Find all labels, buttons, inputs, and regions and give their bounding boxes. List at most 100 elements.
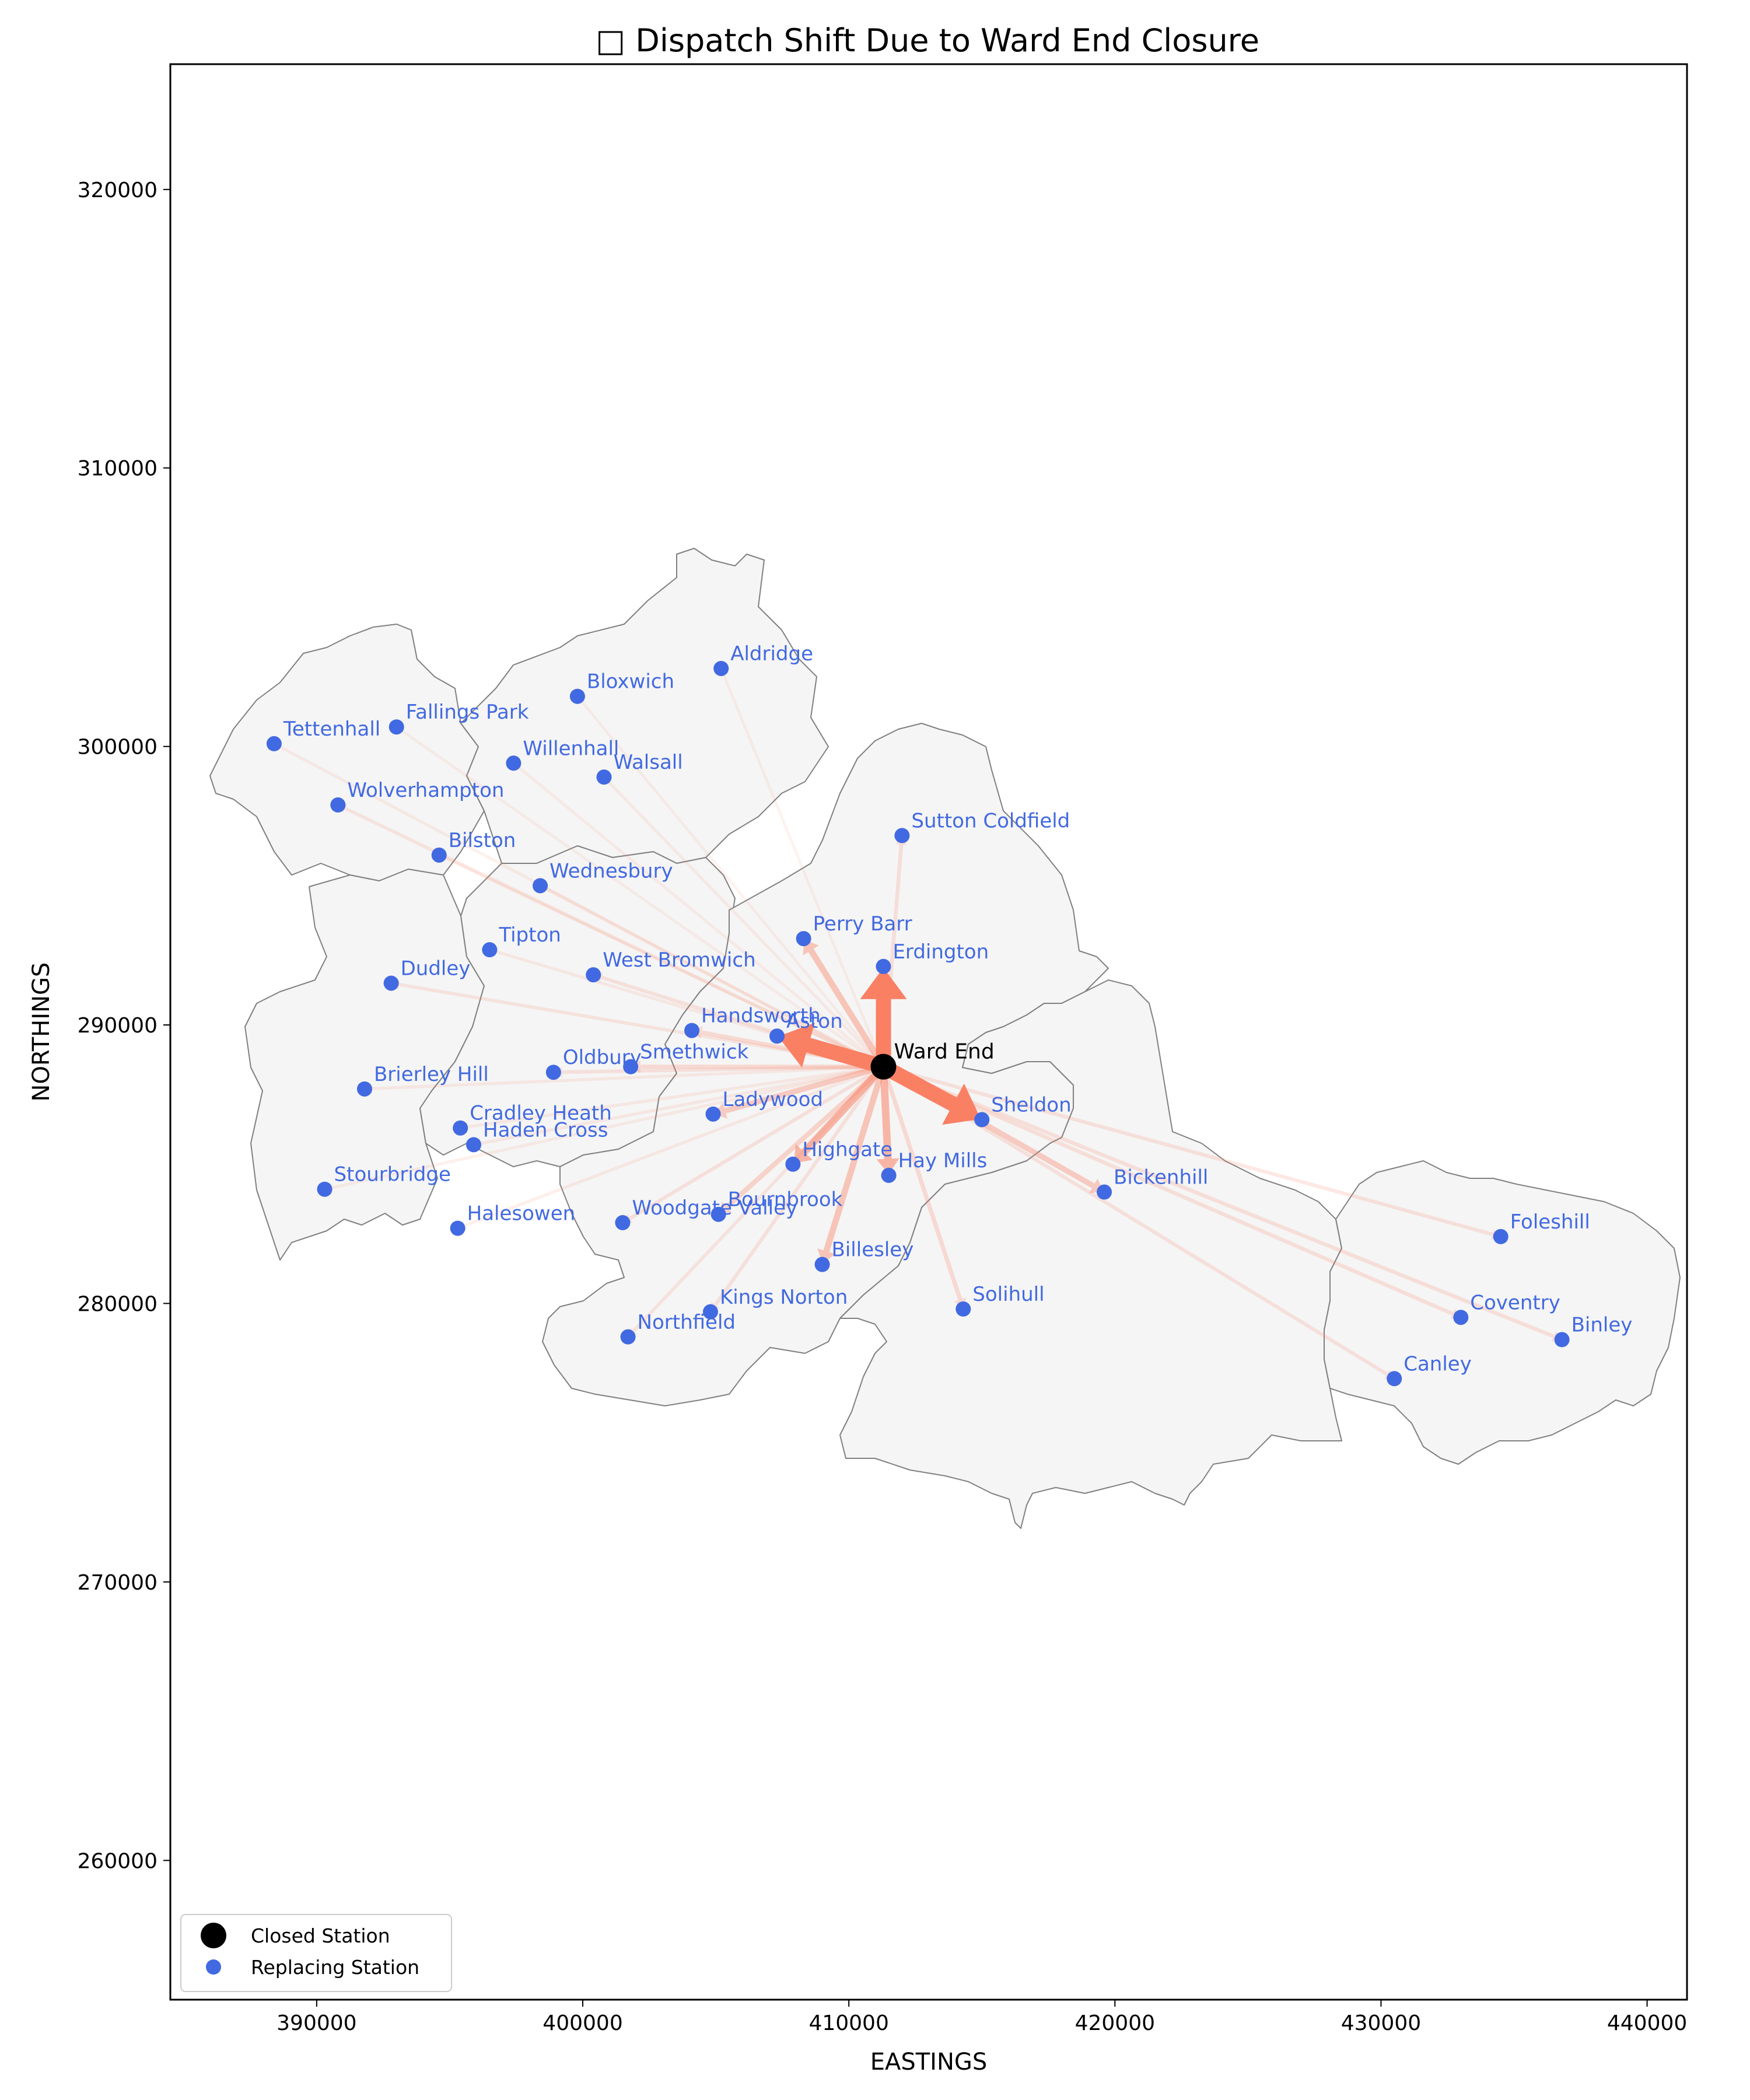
x-tick-label: 400000 [542,2011,622,2035]
dispatch-arrow [714,1064,884,1119]
station-label: Sheldon [991,1093,1071,1116]
station-marker [317,1181,332,1197]
dispatch-arrow [876,1066,900,1174]
station-marker [453,1120,468,1136]
x-axis: 390000 400000 410000 420000 430000 440000 [276,2000,1687,2035]
station-marker [450,1220,466,1236]
station-marker [702,1304,718,1320]
dispatch-arrow [392,979,884,1069]
x-tick-label: 410000 [808,2011,888,2035]
station-label: Kings Norton [720,1286,848,1309]
station-label: Foleshill [1510,1210,1590,1234]
dispatch-arrow [719,1065,886,1214]
station-label: Ladywood [723,1088,823,1111]
station-marker [876,958,891,974]
dispatch-arrow [397,727,884,1068]
y-tick-label: 320000 [78,178,158,202]
dispatch-arrow [624,1065,884,1223]
dispatch-arrow [554,1065,884,1078]
station-marker [1453,1310,1469,1325]
closed-station-label: Ward End [894,1040,994,1064]
dispatch-arrow [461,1065,884,1132]
dispatch-arrow [882,1065,1394,1379]
dispatch-arrow [720,669,885,1068]
station-marker [974,1112,990,1128]
station-label: Canley [1404,1352,1472,1376]
plot-area: Aldridge Bloxwich Fallings Park Tettenhall W… [169,63,1688,2001]
station-marker [814,1256,830,1272]
station-marker [569,688,585,704]
station-marker [684,1023,700,1038]
station-label: Stourbridge [334,1163,451,1186]
x-tick-label: 430000 [1341,2011,1421,2035]
station-marker [785,1156,801,1172]
station-label: West Bromwich [603,949,755,972]
station-label: Bloxwich [587,670,674,694]
station-label: Haden Cross [483,1118,608,1142]
station-marker [956,1301,971,1317]
station-label: Aldridge [730,642,813,666]
station-marker [356,1081,372,1097]
station-label: Highgate [802,1138,892,1161]
dispatch-arrow [366,1065,884,1094]
station-label: Sutton Coldfield [911,809,1070,832]
station-marker [266,736,282,751]
station-label: Halesowen [467,1202,576,1226]
y-axis-label: NORTHINGS [28,963,55,1102]
dispatch-arrow [793,1064,887,1164]
x-axis-label: EASTINGS [870,2049,988,2076]
dispatch-arrow [803,939,886,1069]
legend-replacing-label: Replacing Station [251,1956,419,1979]
dispatch-arrow [880,1060,981,1125]
y-tick-label: 300000 [78,736,158,760]
station-label: Willenhall [523,737,619,760]
station-label: Erdington [892,940,989,964]
station-label: Brierley Hill [374,1063,489,1086]
station-label: Walsall [614,751,683,774]
replacing-stations: Aldridge Bloxwich Fallings Park Tettenhall W… [266,642,1633,1387]
station-marker [482,942,498,958]
station-marker [615,1215,631,1231]
legend-closed-marker [201,1923,226,1948]
station-label: Woodgate Valley [632,1196,797,1220]
station-marker [710,1206,726,1222]
y-tick-label: 260000 [78,1849,158,1873]
plot-frame [169,63,1688,2001]
station-marker [1554,1332,1570,1348]
station-marker [596,769,612,785]
station-label: Coventry [1470,1291,1560,1314]
chart-title: □ Dispatch Shift Due to Ward End Closure [596,22,1259,59]
station-marker [545,1065,561,1080]
station-marker [623,1059,639,1074]
station-label: Oldbury [563,1046,642,1069]
dispatch-arrows [275,669,1561,1379]
station-label: Solihull [972,1283,1044,1306]
station-marker [1493,1228,1508,1244]
station-marker [586,967,601,983]
dispatch-arrow [710,1065,885,1311]
station-label: Bournbrook [728,1188,843,1212]
region-solihull [839,979,1342,1529]
dispatch-arrow [883,1065,1561,1342]
x-tick-label: 440000 [1607,2011,1687,2035]
dispatch-arrow [275,743,884,1068]
station-label: Tettenhall [283,718,380,741]
dispatch-arrow [883,1065,1500,1240]
dispatch-arrow [541,885,884,1068]
station-marker [506,755,522,771]
station-label: Binley [1572,1314,1633,1337]
dispatch-arrow [860,967,907,1067]
dispatch-arrow [440,854,884,1068]
station-marker [894,828,910,844]
station-marker [1387,1371,1402,1387]
dispatch-arrow [514,764,884,1068]
station-label: Bickenhill [1114,1166,1208,1189]
station-label: Wednesbury [550,859,673,883]
dispatch-arrow [339,804,884,1069]
station-label: Fallings Park [406,701,529,724]
station-marker [388,719,404,735]
legend: Closed Station Replacing Station [180,1914,452,1992]
legend-closed-label: Closed Station [251,1924,390,1947]
station-marker [713,660,729,676]
